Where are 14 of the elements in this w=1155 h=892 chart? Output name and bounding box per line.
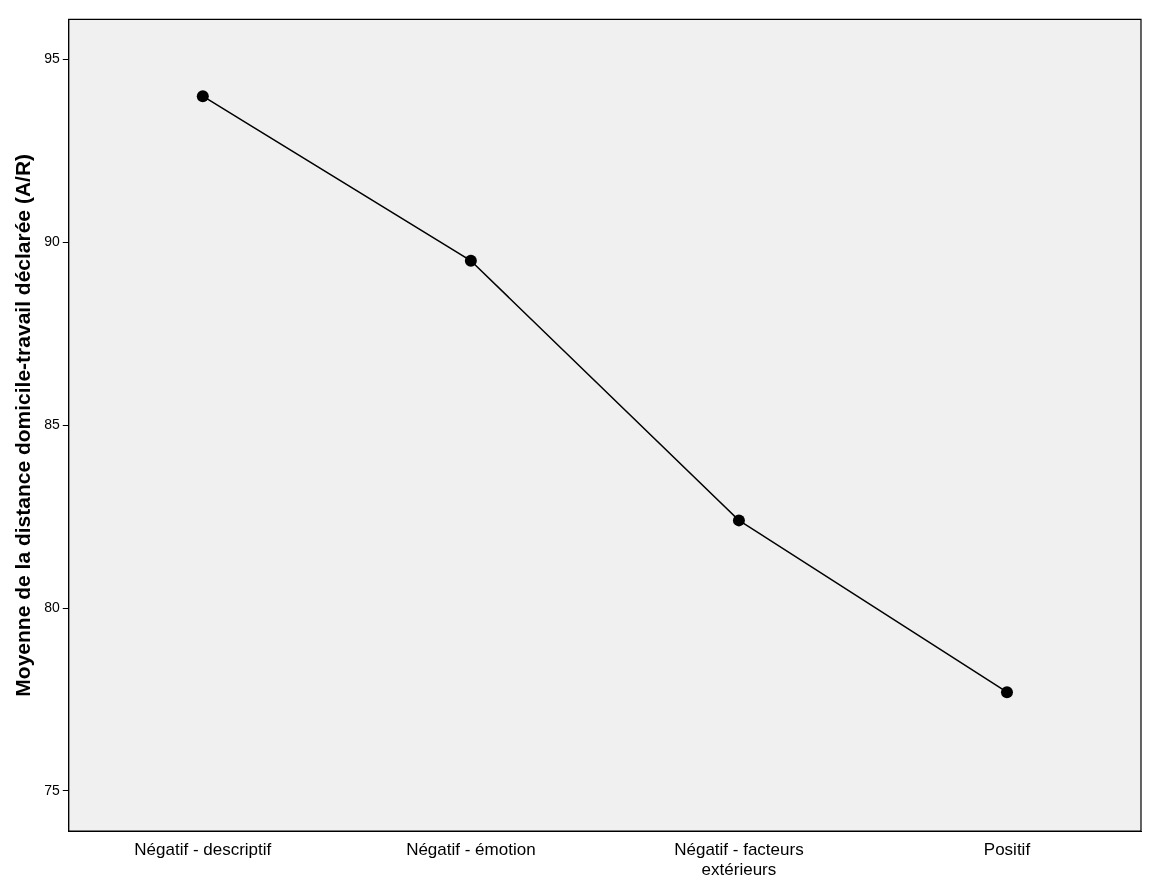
point [732, 514, 745, 527]
x-tick-label: Négatif - descriptif [134, 840, 272, 860]
point [1000, 686, 1013, 699]
y-tick-label: 75 [44, 781, 60, 798]
x-tick-label: Négatif - facteurs extérieurs [674, 840, 804, 880]
y-tick-label: 80 [44, 599, 60, 615]
y-tick-label: 85 [44, 416, 60, 433]
y-tick-label: 90 [44, 233, 60, 250]
y-axis-title: Moyenne de la distance domicile-travail déclarée (A/R) [11, 153, 35, 697]
point [196, 90, 209, 103]
y-tick-label: 95 [44, 50, 60, 67]
point [464, 254, 477, 267]
x-tick-label: Négatif - émotion [406, 840, 536, 860]
x-tick-label: Positif [983, 840, 1031, 860]
